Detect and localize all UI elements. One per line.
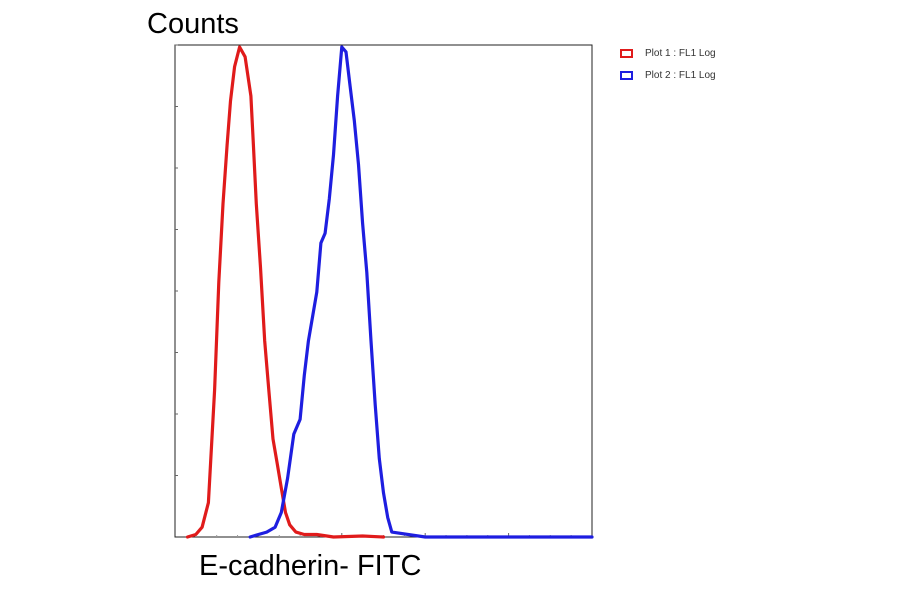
y-ticks [175, 44, 178, 476]
legend: Plot 1 : FL1 Log Plot 2 : FL1 Log [620, 42, 716, 86]
legend-swatch-2 [620, 70, 633, 80]
legend-label-1: Plot 1 : FL1 Log [645, 47, 716, 59]
legend-swatch-1 [620, 48, 633, 58]
legend-label-2: Plot 2 : FL1 Log [645, 69, 716, 81]
series-line-1 [185, 45, 386, 539]
series-group [185, 45, 594, 539]
x-axis-label: E-cadherin- FITC [199, 550, 422, 582]
series-line-2 [248, 45, 594, 539]
y-axis-label: Counts [147, 8, 239, 40]
legend-entry-2: Plot 2 : FL1 Log [620, 64, 716, 86]
plot-frame [174, 44, 593, 538]
legend-entry-1: Plot 1 : FL1 Log [620, 42, 716, 64]
